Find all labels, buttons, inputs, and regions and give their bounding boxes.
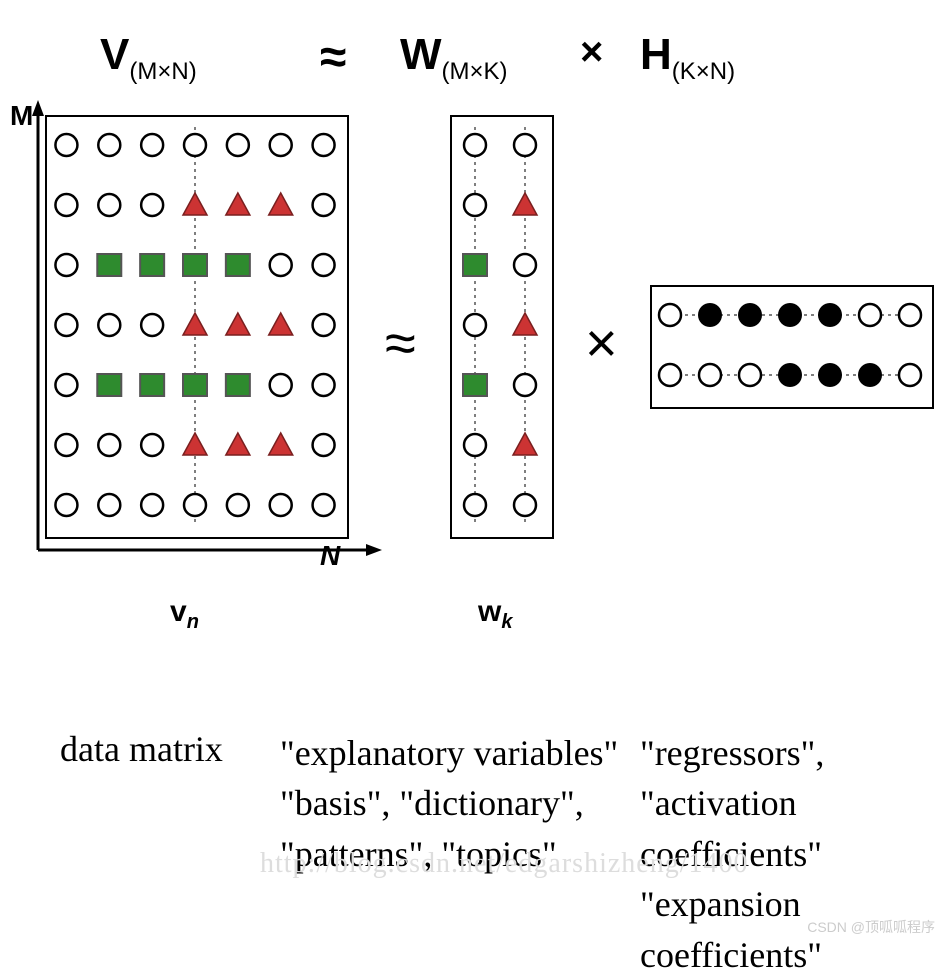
title-V: V(M×N) <box>100 30 197 86</box>
W-label-below: wk <box>478 595 512 634</box>
title-times: × <box>580 30 603 75</box>
H-matrix-grid <box>650 285 930 405</box>
title-approx: ≈ <box>320 30 346 85</box>
watermark-corner: CSDN @顶呱呱程序 <box>807 917 935 937</box>
diagram-container: V(M×N) ≈ W(M×K) × H(K×N) M N vn ≈ wk × <box>0 0 945 945</box>
V-label-below: vn <box>170 595 199 634</box>
V-matrix-grid <box>45 115 345 535</box>
times-symbol: × <box>585 310 618 375</box>
title-W: W(M×K) <box>400 30 508 86</box>
W-matrix-grid <box>450 115 550 535</box>
watermark-url: http://blog.csdn.net/edgarshizheng/1400 <box>260 848 748 880</box>
title-H: H(K×N) <box>640 30 735 86</box>
approx-symbol: ≈ <box>385 310 416 375</box>
caption-V: data matrix <box>60 728 223 770</box>
axis-N-label: N <box>320 540 340 572</box>
